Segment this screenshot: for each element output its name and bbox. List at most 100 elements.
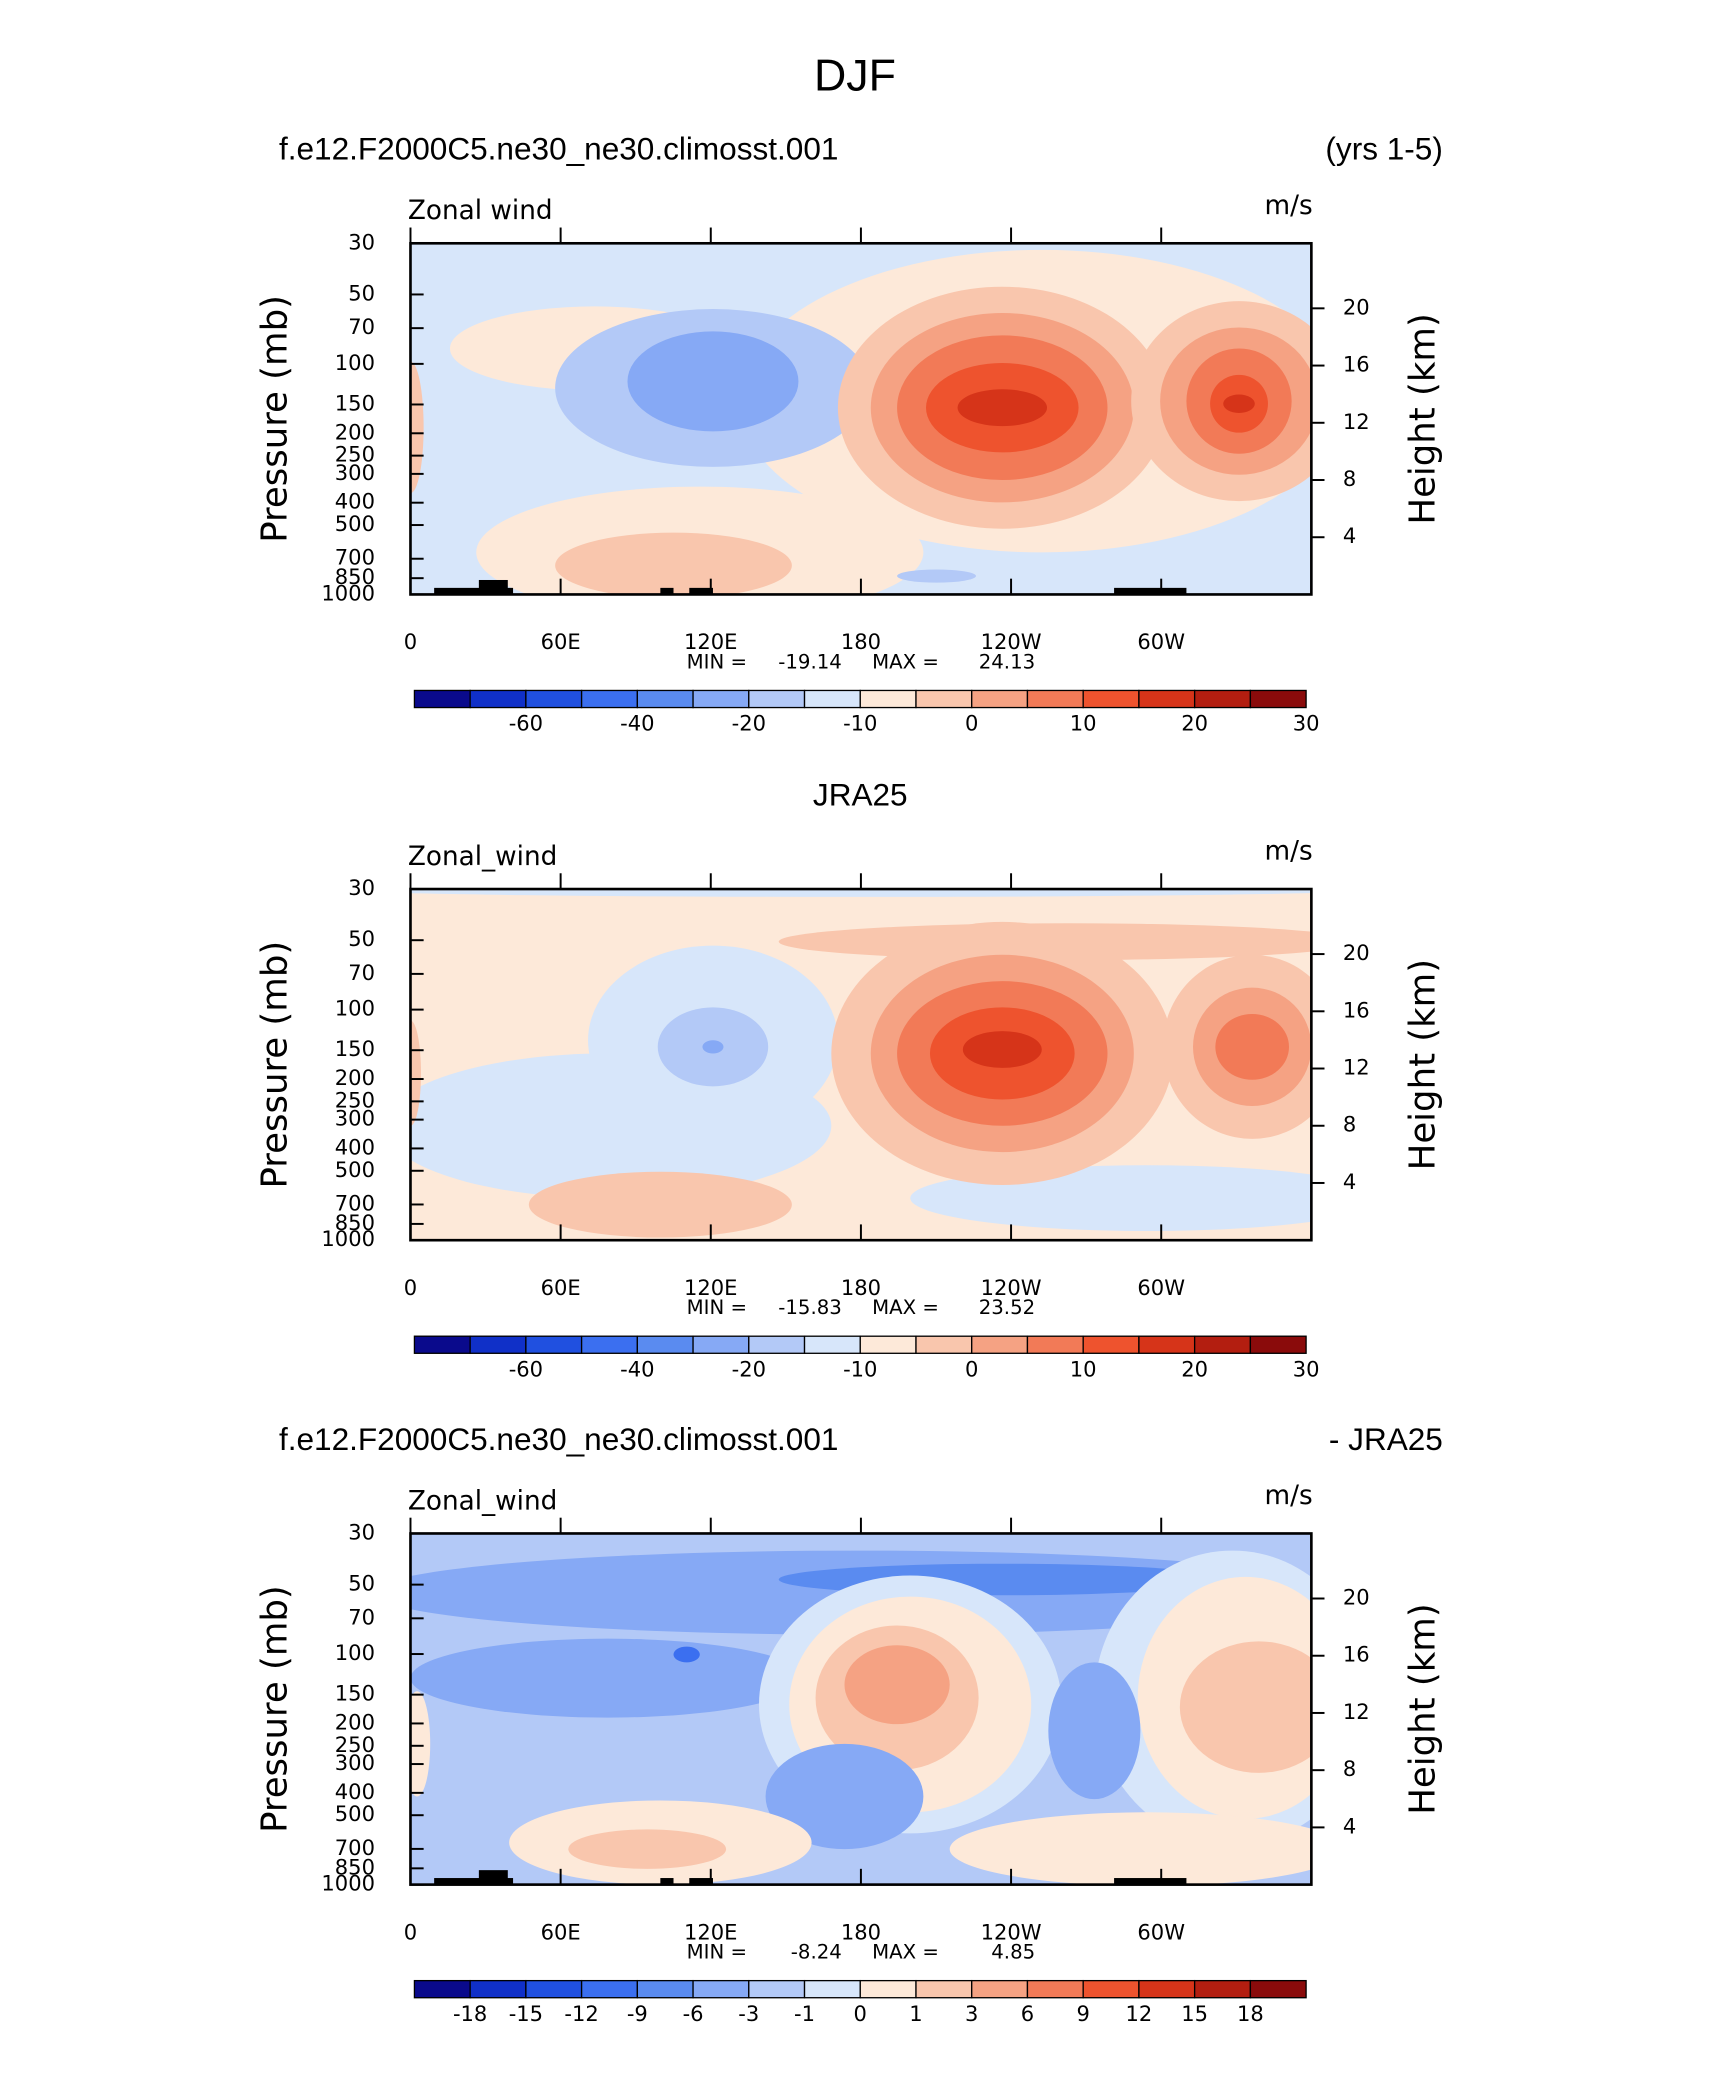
contour-region xyxy=(410,1053,832,1199)
colorbar-label: 20 xyxy=(1181,1356,1208,1381)
colorbar-box xyxy=(469,1335,527,1354)
colorbar-box xyxy=(692,1979,750,1999)
colorbar-box xyxy=(1249,1335,1307,1354)
colorbar-label: 10 xyxy=(1070,1356,1097,1381)
colorbar-label: 1 xyxy=(909,2001,922,2026)
colorbar-box xyxy=(1249,689,1307,709)
colorbar-box xyxy=(1082,1335,1140,1354)
min-value: -15.83 xyxy=(778,1296,842,1319)
y-tick-label: 250 xyxy=(335,1732,375,1757)
contour-region xyxy=(568,1829,727,1869)
y-tick-label: 150 xyxy=(335,1036,375,1061)
panel-title-center: JRA25 xyxy=(813,776,908,812)
colorbar-box xyxy=(580,1979,638,1999)
contour-region xyxy=(410,1691,431,1797)
colorbar-box xyxy=(803,689,861,709)
colorbar-box xyxy=(692,689,750,709)
colorbar-label: 18 xyxy=(1237,2001,1264,2026)
panel-title-right: (yrs 1-5) xyxy=(1325,131,1442,167)
x-tick-label: 60W xyxy=(1137,1919,1185,1944)
colorbar-label: -40 xyxy=(620,1356,654,1381)
colorbar-box xyxy=(1026,689,1084,709)
y-tick-label: 70 xyxy=(348,960,375,985)
colorbar-label: -20 xyxy=(732,1356,766,1381)
y2-tick-label: 16 xyxy=(1343,352,1370,377)
contour-region xyxy=(962,1031,1042,1068)
colorbar-label: 30 xyxy=(1293,711,1320,736)
y-tick-label: 700 xyxy=(335,1835,375,1860)
y2-tick-label: 20 xyxy=(1343,294,1370,319)
colorbar-label: 0 xyxy=(965,1356,978,1381)
y-tick-label: 250 xyxy=(335,1087,375,1112)
colorbar-label: -60 xyxy=(509,711,543,736)
colorbar-box xyxy=(859,1979,917,1999)
y-tick-label: 850 xyxy=(335,564,375,589)
colorbar-box xyxy=(1026,1335,1084,1354)
y-tick-label: 500 xyxy=(335,511,375,536)
colorbar-box xyxy=(525,1335,583,1354)
colorbar-label: 30 xyxy=(1293,1356,1320,1381)
y-tick-label: 1000 xyxy=(321,1226,375,1251)
min-value: -8.24 xyxy=(791,1941,842,1964)
colorbar-box xyxy=(971,689,1029,709)
units-label: m/s xyxy=(1264,837,1312,867)
min-value: -19.14 xyxy=(778,650,842,673)
colorbar-label: 0 xyxy=(965,711,978,736)
y-tick-label: 100 xyxy=(335,350,375,375)
y-tick-label: 500 xyxy=(335,1157,375,1182)
x-tick-label: 60W xyxy=(1137,1275,1185,1300)
y-tick-label: 850 xyxy=(335,1854,375,1879)
topography xyxy=(478,1870,508,1885)
contour-region xyxy=(702,1040,724,1054)
contour-region xyxy=(410,361,424,494)
colorbar-box xyxy=(1193,1335,1252,1354)
x-tick-label: 0 xyxy=(404,629,417,654)
x-tick-label: 0 xyxy=(404,1275,417,1300)
contour-region xyxy=(555,532,792,595)
y2-tick-label: 12 xyxy=(1343,1055,1370,1080)
colorbar-box xyxy=(971,1979,1029,1999)
min-label: MIN = xyxy=(687,1296,747,1319)
colorbar-box xyxy=(469,689,527,709)
topography xyxy=(1114,587,1187,595)
colorbar-box xyxy=(525,1979,583,1999)
colorbar-label: -1 xyxy=(794,2001,815,2026)
contour-region xyxy=(897,569,976,583)
x-tick-label: 60E xyxy=(541,629,581,654)
y-axis-label: Pressure (mb) xyxy=(254,295,295,543)
colorbar-label: -9 xyxy=(627,2001,648,2026)
y-tick-label: 200 xyxy=(335,1065,375,1090)
colorbar-box xyxy=(915,1979,973,1999)
y2-axis-label: Height (km) xyxy=(1402,313,1443,524)
colorbar-label: -10 xyxy=(843,711,877,736)
y-tick-label: 30 xyxy=(348,875,375,900)
x-tick-label: 60W xyxy=(1137,629,1185,654)
topography xyxy=(1114,1878,1187,1885)
panel-title-right: - JRA25 xyxy=(1329,1421,1443,1457)
colorbar-box xyxy=(692,1335,750,1354)
y-tick-label: 100 xyxy=(335,1640,375,1665)
variable-label: Zonal_wind xyxy=(408,842,558,872)
y-tick-label: 70 xyxy=(348,1604,375,1629)
colorbar-box xyxy=(1026,1979,1084,1999)
colorbar-box xyxy=(1138,689,1196,709)
x-tick-label: 120E xyxy=(684,629,737,654)
y2-tick-label: 8 xyxy=(1343,466,1356,491)
colorbar-box xyxy=(859,1335,917,1354)
y-tick-label: 30 xyxy=(348,229,375,254)
colorbar-box xyxy=(413,689,471,709)
max-value: 4.85 xyxy=(991,1941,1035,1964)
colorbar-box xyxy=(1249,1979,1307,1999)
variable-label: Zonal_wind xyxy=(408,1486,558,1516)
contour-region xyxy=(528,1171,792,1238)
colorbar-box xyxy=(748,689,806,709)
y-tick-label: 700 xyxy=(335,545,375,570)
colorbar-label: -18 xyxy=(453,2001,487,2026)
colorbar-label: -20 xyxy=(732,711,766,736)
colorbar-label: -6 xyxy=(683,2001,704,2026)
colorbar-box xyxy=(469,1979,527,1999)
y2-tick-label: 16 xyxy=(1343,997,1370,1022)
y-tick-label: 500 xyxy=(335,1801,375,1826)
y2-tick-label: 12 xyxy=(1343,409,1370,434)
